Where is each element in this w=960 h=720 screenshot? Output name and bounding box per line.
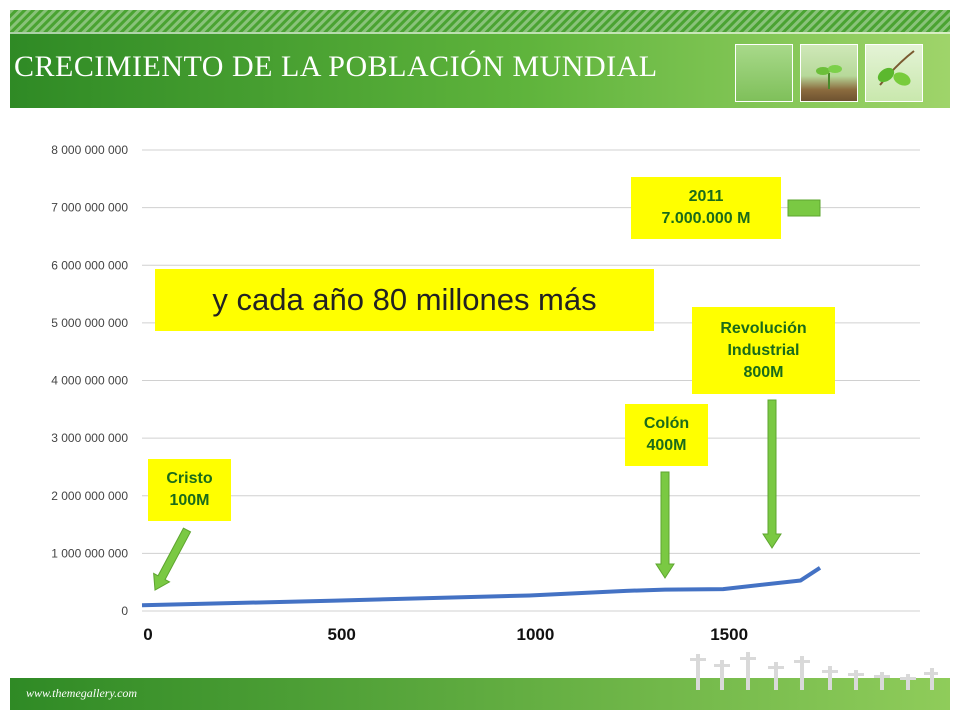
- y-tick-label: 6 000 000 000: [51, 258, 128, 272]
- thumbnail-sprout-image: [800, 44, 858, 102]
- leaves-icon: [877, 50, 915, 86]
- x-tick-label: 500: [328, 625, 356, 644]
- arrow-cristo-icon: [153, 527, 192, 591]
- arrow-revolucion-icon: [762, 399, 782, 549]
- footer-url-link[interactable]: www.themegallery.com: [26, 686, 138, 700]
- y-tick-label: 1 000 000 000: [51, 546, 128, 560]
- y-tick-label: 0: [121, 604, 128, 618]
- header-banner: [10, 10, 950, 108]
- sprout-icon: [816, 65, 842, 89]
- x-tick-label: 1500: [710, 625, 748, 644]
- arrow-colon-icon: [655, 471, 675, 579]
- callout-colon-line2: 400M: [646, 437, 687, 454]
- annotation-text: y cada año 80 millones más: [212, 282, 597, 317]
- callout-2011-line1: 2011: [688, 188, 724, 205]
- y-tick-label: 5 000 000 000: [51, 316, 128, 330]
- callout-revolucion-line1: Revolución: [720, 319, 807, 337]
- callout-2011: 2011 7.000.000 M: [631, 177, 781, 239]
- slide-title: CRECIMIENTO DE LA POBLACIÓN MUNDIAL: [14, 50, 658, 83]
- thumbnail-plain: [735, 44, 793, 102]
- callout-revolucion-line2: Industrial: [727, 341, 800, 359]
- thumbnail-leaves-image: [865, 44, 923, 102]
- y-tick-label: 3 000 000 000: [51, 431, 128, 445]
- footer-banner: [10, 678, 950, 710]
- y-tick-label: 2 000 000 000: [51, 489, 128, 503]
- y-tick-label: 7 000 000 000: [51, 201, 128, 215]
- callout-colon: Colón 400M: [625, 404, 708, 466]
- callout-colon-line1: Colón: [643, 415, 690, 432]
- x-tick-label: 1000: [517, 625, 555, 644]
- series-line: [141, 566, 822, 608]
- callout-revolucion-line3: 800M: [743, 363, 784, 381]
- y-tick-label: 8 000 000 000: [51, 143, 128, 157]
- plant-silhouettes-icon: [690, 652, 938, 690]
- marker-2011-icon: [787, 199, 821, 217]
- callout-cristo-line1: Cristo: [166, 470, 213, 487]
- callout-2011-line2: 7.000.000 M: [661, 210, 751, 227]
- population-chart: 0 1 000 000 000 2 000 000 000 3 000 000 000…: [51, 143, 920, 644]
- callout-cristo: Cristo 100M: [148, 459, 231, 521]
- callout-revolucion-industrial: Revolución Industrial 800M: [692, 307, 835, 394]
- x-tick-label: 0: [143, 625, 152, 644]
- annotation-80-millones: y cada año 80 millones más: [155, 269, 654, 331]
- callout-cristo-line2: 100M: [169, 492, 210, 509]
- y-tick-label: 4 000 000 000: [51, 374, 128, 388]
